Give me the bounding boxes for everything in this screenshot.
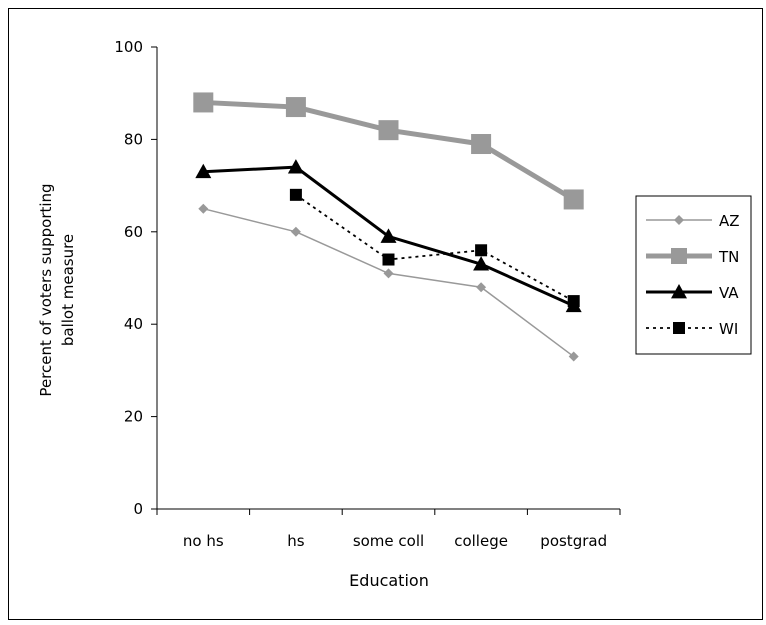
data-point-wi — [289, 188, 302, 201]
data-point-wi — [475, 244, 488, 257]
x-axis-title: Education — [349, 571, 429, 590]
x-tick-label: college — [454, 532, 508, 550]
legend-label-wi: WI — [719, 320, 738, 338]
y-tick-label: 80 — [124, 130, 143, 148]
data-point-wi — [382, 253, 395, 266]
data-point-va — [380, 228, 397, 243]
y-axis-title-line-1: Percent of voters supporting — [37, 183, 55, 396]
data-point-tn — [285, 97, 306, 118]
x-tick-label: postgrad — [540, 532, 607, 550]
series-line-tn — [203, 99, 575, 202]
x-tick-label: some coll — [353, 532, 424, 550]
legend-marker-az — [674, 215, 684, 225]
data-point-az — [198, 203, 209, 214]
legend-label-tn: TN — [718, 248, 739, 266]
legend-label-va: VA — [719, 284, 739, 302]
y-tick-label: 60 — [124, 223, 143, 241]
y-tick-label: 0 — [133, 500, 143, 518]
data-point-va — [473, 256, 490, 271]
data-point-tn — [563, 189, 584, 210]
data-point-az — [290, 226, 301, 237]
data-point-az — [568, 351, 579, 362]
series-layer — [193, 92, 584, 362]
data-point-az — [383, 268, 394, 279]
data-point-tn — [471, 134, 492, 155]
data-point-az — [476, 282, 487, 293]
data-point-va — [287, 159, 304, 174]
x-tick-label: hs — [287, 532, 305, 550]
y-axis-title-line-2: ballot measure — [59, 234, 77, 346]
data-point-tn — [193, 92, 214, 113]
data-point-wi — [567, 295, 580, 308]
axes: 0 20 40 60 80 100 no hs hs some coll college postg… — [114, 38, 621, 550]
y-tick-label: 20 — [124, 408, 143, 426]
legend-marker-tn — [671, 248, 687, 264]
data-point-tn — [378, 120, 399, 141]
x-tick-label: no hs — [183, 532, 224, 550]
legend-marker-wi — [673, 322, 685, 334]
legend-label-az: AZ — [719, 212, 740, 230]
series-line-wi — [295, 194, 575, 302]
y-tick-label: 40 — [124, 315, 143, 333]
legend: AZ TN VA WI — [646, 212, 740, 338]
legend-marker-va — [671, 284, 687, 299]
y-tick-label: 100 — [114, 38, 143, 56]
data-point-va — [195, 163, 212, 179]
